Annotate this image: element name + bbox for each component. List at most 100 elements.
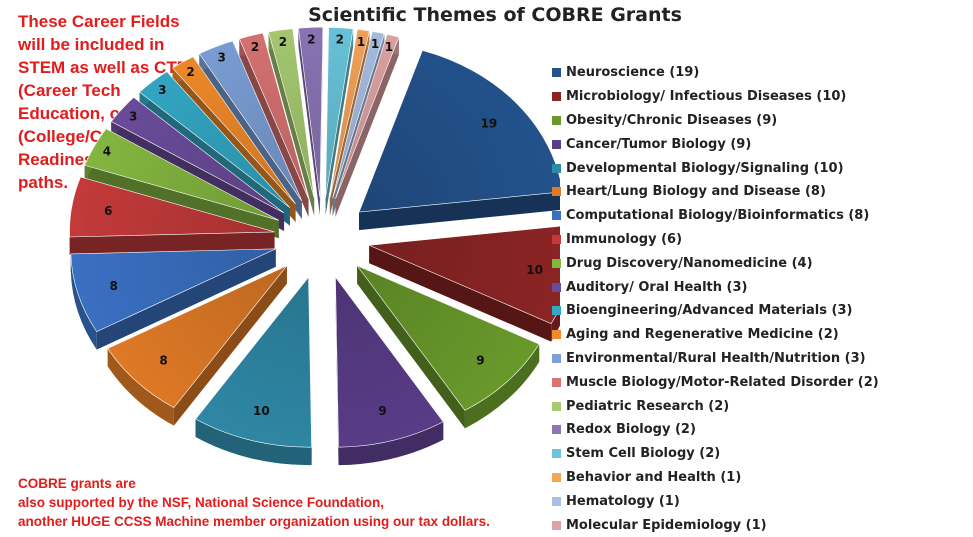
pie-slice-15 xyxy=(298,26,324,216)
legend-label: Stem Cell Biology xyxy=(566,446,695,462)
slice-value-label-8: 4 xyxy=(103,145,111,159)
legend-item-5: Heart/Lung Biology and Disease (8) xyxy=(552,180,879,204)
legend-item-18: Hematology (1) xyxy=(552,489,879,513)
legend-item-8: Drug Discovery/Nanomedicine (4) xyxy=(552,251,879,275)
legend-label: Computational Biology/Bioinformatics xyxy=(566,208,844,224)
legend-item-1: Microbiology/ Infectious Diseases (10) xyxy=(552,85,879,109)
legend-count: 10 xyxy=(819,160,838,176)
legend-item-16: Stem Cell Biology (2) xyxy=(552,442,879,466)
slice-value-label-17: 1 xyxy=(357,35,365,49)
legend-label: Neuroscience xyxy=(566,65,665,81)
slice-value-label-4: 10 xyxy=(253,404,270,418)
slice-value-label-13: 2 xyxy=(251,40,259,54)
pie-slice-4 xyxy=(195,276,312,466)
pie-slice-5 xyxy=(107,265,288,426)
legend-label: Behavior and Health xyxy=(566,469,716,485)
pie-slice-12 xyxy=(198,40,303,219)
legend-item-13: Muscle Biology/Motor-Related Disorder (2… xyxy=(552,370,879,394)
legend-label: Cancer/Tumor Biology xyxy=(566,136,726,152)
legend-item-17: Behavior and Health (1) xyxy=(552,466,879,490)
legend-swatch xyxy=(552,330,561,340)
legend-count: 2 xyxy=(705,446,715,462)
pie-slice-3 xyxy=(335,276,444,466)
legend-label: Obesity/Chronic Diseases xyxy=(566,112,752,128)
legend-item-14: Pediatric Research (2) xyxy=(552,394,879,418)
legend-swatch xyxy=(552,115,561,125)
legend-swatch xyxy=(552,401,561,411)
legend-item-11: Aging and Regenerative Medicine (2) xyxy=(552,323,879,347)
legend-item-2: Obesity/Chronic Diseases (9) xyxy=(552,109,879,133)
legend-count: 2 xyxy=(680,422,690,438)
legend-swatch xyxy=(552,187,561,197)
slice-value-label-15: 2 xyxy=(307,32,315,46)
legend-item-12: Environmental/Rural Health/Nutrition (3) xyxy=(552,347,879,371)
legend-item-9: Auditory/ Oral Health (3) xyxy=(552,275,879,299)
chart-legend: Neuroscience (19) Microbiology/ Infectiou… xyxy=(552,61,879,537)
legend-count: 1 xyxy=(726,469,736,485)
slice-value-label-18: 1 xyxy=(371,37,379,51)
pie-slice-13 xyxy=(238,32,309,217)
slice-value-label-6: 8 xyxy=(110,279,118,293)
slice-value-label-9: 3 xyxy=(129,109,137,123)
legend-count: 2 xyxy=(823,327,833,343)
legend-count: 8 xyxy=(810,184,820,200)
slice-value-label-11: 2 xyxy=(186,65,194,79)
pie-slice-0 xyxy=(358,50,560,231)
slice-value-label-0: 19 xyxy=(481,117,498,131)
legend-label: Hematology xyxy=(566,493,655,509)
legend-count: 8 xyxy=(854,208,864,224)
legend-label: Drug Discovery/Nanomedicine xyxy=(566,255,788,271)
legend-count: 10 xyxy=(822,89,841,105)
slice-value-label-3: 9 xyxy=(378,404,386,418)
pie-slice-16 xyxy=(325,27,354,216)
pie-slice-19 xyxy=(335,33,400,217)
legend-label: Environmental/Rural Health/Nutrition xyxy=(566,350,841,366)
slice-value-label-14: 2 xyxy=(279,35,287,49)
nsf-note: COBRE grants are also supported by the N… xyxy=(18,476,490,529)
pie-slice-6 xyxy=(70,248,276,350)
legend-swatch xyxy=(552,496,561,506)
legend-swatch xyxy=(552,163,561,173)
legend-swatch xyxy=(552,306,561,316)
slice-value-label-10: 3 xyxy=(158,83,166,97)
slice-value-label-7: 6 xyxy=(104,204,112,218)
legend-count: 3 xyxy=(837,303,847,319)
legend-count: 1 xyxy=(751,517,761,533)
legend-count: 9 xyxy=(736,136,746,152)
legend-item-3: Cancer/Tumor Biology (9) xyxy=(552,132,879,156)
legend-swatch xyxy=(552,377,561,387)
legend-count: 1 xyxy=(664,493,674,509)
pie-slice-14 xyxy=(268,28,315,216)
legend-label: Immunology xyxy=(566,231,657,247)
legend-swatch xyxy=(552,68,561,78)
legend-swatch xyxy=(552,282,561,292)
legend-label: Heart/Lung Biology and Disease xyxy=(566,184,801,200)
legend-count: 2 xyxy=(714,398,724,414)
legend-swatch xyxy=(552,258,561,268)
legend-swatch xyxy=(552,449,561,459)
legend-label: Auditory/ Oral Health xyxy=(566,279,722,295)
legend-label: Aging and Regenerative Medicine xyxy=(566,327,814,343)
legend-count: 4 xyxy=(797,255,807,271)
legend-item-15: Redox Biology (2) xyxy=(552,418,879,442)
legend-item-0: Neuroscience (19) xyxy=(552,61,879,85)
legend-label: Microbiology/ Infectious Diseases xyxy=(566,89,812,105)
legend-item-4: Developmental Biology/Signaling (10) xyxy=(552,156,879,180)
legend-item-6: Computational Biology/Bioinformatics (8) xyxy=(552,204,879,228)
legend-swatch xyxy=(552,139,561,149)
pie-slice-7 xyxy=(69,176,275,256)
legend-label: Molecular Epidemiology xyxy=(566,517,742,533)
legend-swatch xyxy=(552,520,561,530)
legend-count: 19 xyxy=(675,65,694,81)
slice-value-label-16: 2 xyxy=(336,33,344,47)
legend-label: Bioengineering/Advanced Materials xyxy=(566,303,827,319)
slice-value-label-2: 9 xyxy=(476,354,484,368)
legend-count: 9 xyxy=(762,112,772,128)
legend-label: Redox Biology xyxy=(566,422,671,438)
legend-count: 3 xyxy=(732,279,742,295)
legend-swatch xyxy=(552,472,561,482)
legend-count: 2 xyxy=(863,374,873,390)
legend-swatch xyxy=(552,211,561,221)
pie-slice-2 xyxy=(356,265,540,429)
